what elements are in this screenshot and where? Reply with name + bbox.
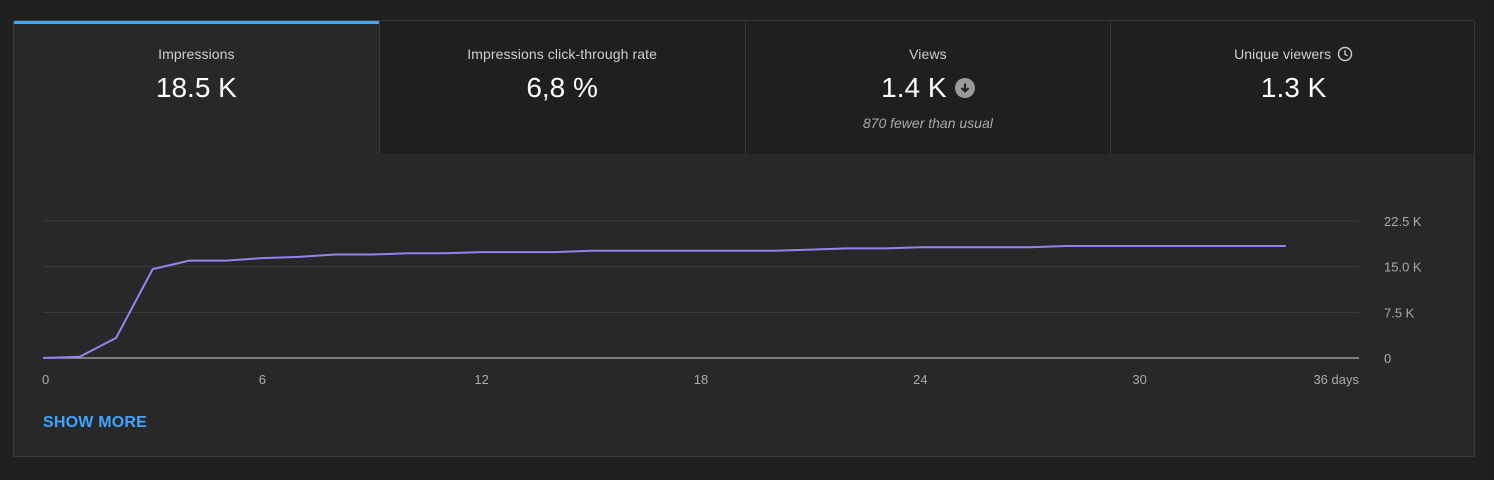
series-line-impressions (42, 245, 1286, 359)
tab-views-value-row: 1.4 K (746, 72, 1111, 104)
show-more-link[interactable]: SHOW MORE (43, 414, 148, 431)
tab-unique-viewers[interactable]: Unique viewers 1.3 K (1110, 21, 1474, 154)
impressions-chart: 22.5 K 15.0 K 7.5 K 0 0 6 12 18 24 30 36 days (14, 154, 1474, 394)
y-tick-label: 15.0 K (1384, 260, 1422, 275)
tab-unique-viewers-label-row: Unique viewers (1111, 46, 1474, 62)
views-note: 870 fewer than usual (862, 115, 993, 131)
tab-ctr-value: 6,8 % (526, 72, 598, 103)
tab-unique-viewers-label: Unique viewers (1234, 46, 1332, 62)
y-tick-label: 7.5 K (1384, 305, 1415, 320)
x-tick-label: 18 (694, 372, 708, 387)
tab-impressions-value-row: 18.5 K (14, 72, 379, 104)
x-tick-label: 12 (474, 372, 488, 387)
y-tick-label: 22.5 K (1384, 214, 1422, 229)
tab-impressions-value: 18.5 K (155, 72, 237, 103)
x-tick-label: 6 (259, 372, 266, 387)
y-tick-label: 0 (1384, 351, 1391, 366)
arrow-down-circle-icon (954, 78, 975, 98)
impressions-chart-svg: 22.5 K 15.0 K 7.5 K 0 0 6 12 18 24 30 36 days (42, 214, 1422, 387)
tab-views[interactable]: Views 1.4 K 870 fewer than usual (744, 21, 1111, 154)
x-tick-label: 0 (42, 372, 49, 387)
tab-ctr-value-row: 6,8 % (380, 72, 745, 104)
x-tick-label: 24 (913, 372, 927, 387)
tab-views-label: Views (909, 46, 947, 62)
tab-impressions[interactable]: Impressions 18.5 K (14, 21, 379, 154)
tab-unique-viewers-value: 1.3 K (1260, 72, 1327, 103)
tab-ctr-label: Impressions click-through rate (467, 46, 657, 62)
metric-tabs: Impressions 18.5 K Impressions click-thr… (14, 21, 1474, 154)
x-tick-label: 36 days (1313, 372, 1359, 387)
tab-ctr[interactable]: Impressions click-through rate 6,8 % (378, 21, 745, 154)
tab-views-value: 1.4 K (881, 72, 947, 103)
x-tick-label: 30 (1132, 372, 1146, 387)
analytics-card: Impressions 18.5 K Impressions click-thr… (13, 20, 1475, 457)
clock-icon[interactable] (1337, 46, 1353, 62)
tab-impressions-label: Impressions (158, 46, 235, 62)
tab-unique-viewers-value-row: 1.3 K (1111, 72, 1474, 104)
